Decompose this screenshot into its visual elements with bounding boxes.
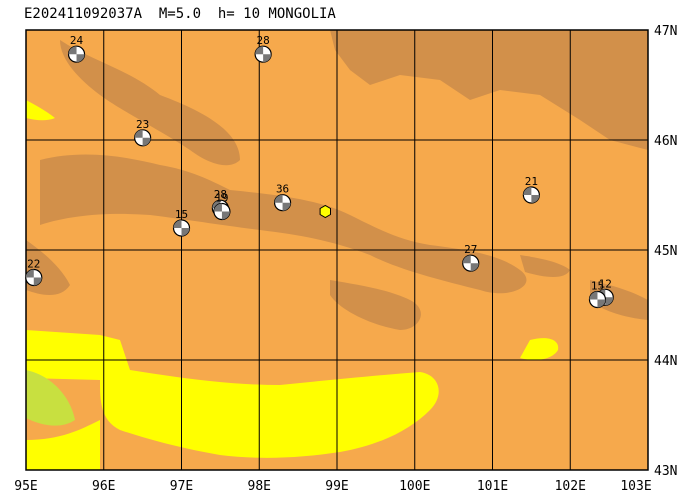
plain-east-patch [520, 338, 559, 360]
focal-mechanism[interactable]: 24 [67, 34, 86, 63]
mechanism-label: 28 [214, 188, 227, 201]
latitude-label: 44N [654, 354, 677, 369]
beachball-quadrant [142, 137, 151, 146]
beachball-quadrant [33, 277, 42, 286]
event-epicenter [319, 204, 331, 219]
map-frame [25, 29, 649, 471]
beachball-quadrant [282, 202, 291, 211]
mechanism-label: 19 [215, 192, 228, 205]
beachball-quadrant [263, 54, 272, 63]
beachball-quadrant [531, 195, 540, 203]
focal-mechanism[interactable]: 15 [172, 208, 191, 237]
longitude-labels: 95E 96E 97E 98E 99E 100E 101E 102E 103E [14, 479, 651, 494]
beachball-quadrant [221, 211, 230, 220]
mechanism-label: 36 [276, 183, 289, 196]
longitude-label: 96E [92, 479, 115, 494]
map-title: E202411092037A M=5.0 h= 10 MONGOLIA [24, 6, 336, 22]
plain-southwest [26, 420, 100, 470]
mechanism-label: 15 [591, 280, 604, 293]
latitude-label: 45N [654, 244, 677, 259]
longitude-label: 100E [399, 479, 430, 494]
focal-mechanism[interactable]: 19 [213, 192, 231, 221]
beachball-quadrant [597, 299, 606, 308]
highland-north-east [330, 30, 648, 150]
focal-mechanism[interactable]: 15 [588, 280, 607, 309]
mechanism-label: 12 [599, 277, 612, 290]
longitude-label: 103E [620, 479, 651, 494]
beachball-quadrant [523, 187, 532, 195]
beachball-quadrant [76, 54, 85, 63]
focal-mechanism[interactable]: 28 [254, 34, 272, 63]
focal-mechanism[interactable]: 21 [522, 175, 540, 204]
beachball-quadrant [470, 263, 479, 272]
longitude-label: 95E [14, 479, 37, 494]
latitude-label: 43N [654, 464, 677, 479]
mechanism-label: 24 [70, 34, 84, 47]
latitude-label: 46N [654, 134, 677, 149]
beachball-quadrant [134, 129, 143, 138]
beachball-quadrant [462, 255, 471, 264]
mechanism-label: 23 [136, 118, 149, 131]
beachball-quadrant [181, 228, 190, 236]
beachball-quadrant [255, 46, 264, 55]
highland-east-patch [520, 255, 570, 277]
epicenter-marker[interactable] [319, 204, 331, 219]
mechanism-label: 27 [464, 243, 477, 256]
beachball-quadrant [605, 297, 614, 306]
longitude-label: 98E [248, 479, 271, 494]
beachball-quadrant [25, 269, 34, 278]
longitude-label: 101E [477, 479, 508, 494]
mechanism-label: 28 [257, 34, 270, 47]
focal-mechanism[interactable]: 22 [25, 258, 43, 287]
green-lowland [26, 370, 75, 426]
highland-south-basin [330, 280, 421, 330]
latitude-labels: 47N 46N 45N 44N 43N [654, 24, 677, 479]
beachball-quadrant [589, 291, 598, 300]
beachball-quadrant [173, 220, 182, 228]
beachball-quadrant [213, 203, 222, 212]
terrain-layer [26, 30, 648, 470]
plain-west-patch [26, 100, 55, 121]
mechanism-label: 22 [27, 258, 40, 271]
latitude-label: 47N [654, 24, 677, 39]
mechanism-label: 15 [175, 208, 188, 221]
beachball-quadrant [68, 46, 77, 55]
longitude-label: 99E [325, 479, 348, 494]
beachball-quadrant [274, 194, 283, 203]
focal-mechanism[interactable]: 27 [462, 243, 480, 272]
longitude-label: 97E [170, 479, 193, 494]
longitude-label: 102E [555, 479, 586, 494]
highland-ridge-north [60, 40, 240, 166]
focal-mechanism[interactable]: 23 [134, 118, 152, 147]
focal-mechanism[interactable]: 36 [273, 183, 292, 212]
plain-gobi [26, 330, 439, 458]
highland-central-range [40, 154, 527, 294]
mechanism-label: 21 [525, 175, 538, 188]
